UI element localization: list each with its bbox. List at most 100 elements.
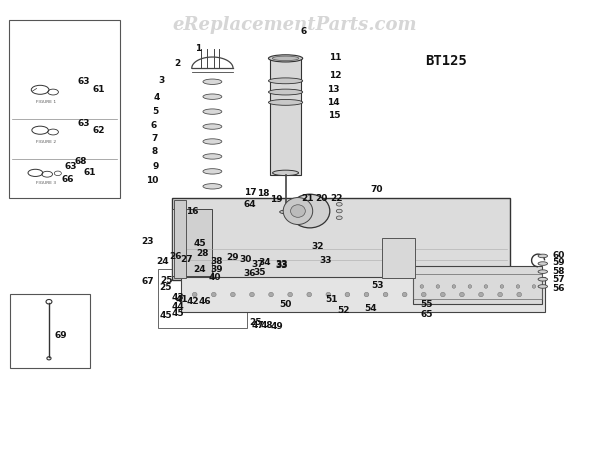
Text: 8: 8: [152, 147, 158, 156]
Ellipse shape: [203, 169, 222, 174]
Ellipse shape: [364, 292, 369, 297]
Text: 52: 52: [337, 306, 349, 315]
Text: 59: 59: [552, 258, 565, 267]
Text: 27: 27: [180, 255, 192, 264]
Text: 2: 2: [174, 59, 181, 68]
Text: 25: 25: [159, 283, 172, 292]
Text: 53: 53: [372, 281, 384, 290]
Text: 66: 66: [61, 175, 74, 184]
Text: 16: 16: [186, 207, 198, 216]
Text: 33: 33: [275, 260, 287, 269]
Text: BT125: BT125: [425, 54, 467, 68]
Ellipse shape: [420, 285, 424, 288]
Text: 34: 34: [258, 258, 271, 267]
Ellipse shape: [273, 56, 299, 61]
Text: 51: 51: [326, 295, 338, 304]
Ellipse shape: [211, 292, 216, 297]
Text: 54: 54: [365, 304, 377, 313]
Text: 42: 42: [186, 297, 199, 306]
FancyBboxPatch shape: [158, 269, 247, 328]
Bar: [413, 266, 542, 304]
Ellipse shape: [500, 285, 504, 288]
Text: 21: 21: [301, 194, 313, 203]
Ellipse shape: [336, 209, 342, 213]
Ellipse shape: [268, 55, 303, 62]
Ellipse shape: [538, 270, 548, 273]
Ellipse shape: [336, 216, 342, 220]
Text: 1: 1: [195, 44, 201, 53]
Text: 10: 10: [146, 176, 159, 185]
Text: 6: 6: [301, 27, 307, 36]
Text: 40: 40: [209, 273, 221, 282]
Bar: [174, 200, 186, 278]
Text: eReplacementParts.com: eReplacementParts.com: [173, 16, 417, 34]
Ellipse shape: [538, 285, 548, 288]
Text: 49: 49: [270, 322, 283, 331]
Text: 30: 30: [240, 255, 252, 264]
Ellipse shape: [538, 262, 548, 265]
Ellipse shape: [203, 139, 222, 144]
Text: 39: 39: [210, 265, 222, 274]
Ellipse shape: [538, 254, 548, 258]
FancyBboxPatch shape: [181, 277, 545, 312]
Ellipse shape: [268, 100, 303, 106]
Bar: [172, 209, 212, 276]
Text: 12: 12: [329, 71, 342, 80]
Text: 63: 63: [77, 77, 90, 86]
Text: 69: 69: [54, 331, 67, 340]
Text: 13: 13: [327, 85, 340, 94]
Text: 41: 41: [176, 295, 188, 304]
Ellipse shape: [273, 170, 299, 176]
Ellipse shape: [441, 292, 445, 297]
Ellipse shape: [452, 285, 455, 288]
Text: 56: 56: [552, 284, 565, 293]
Ellipse shape: [538, 277, 548, 281]
Ellipse shape: [336, 202, 342, 206]
Text: 63: 63: [65, 162, 77, 171]
Ellipse shape: [436, 285, 440, 288]
Ellipse shape: [203, 109, 222, 114]
Ellipse shape: [203, 94, 222, 99]
Text: 7: 7: [152, 134, 158, 143]
Text: 48: 48: [260, 321, 273, 330]
Ellipse shape: [421, 292, 426, 297]
Text: 47: 47: [251, 321, 264, 330]
Ellipse shape: [460, 292, 464, 297]
Ellipse shape: [203, 124, 222, 129]
Text: 5: 5: [152, 107, 159, 116]
Text: 36: 36: [243, 269, 255, 278]
Text: 45: 45: [171, 309, 183, 318]
Ellipse shape: [498, 292, 503, 297]
Bar: [270, 58, 301, 175]
Text: 33: 33: [320, 256, 332, 265]
Ellipse shape: [268, 78, 303, 84]
Text: 4: 4: [153, 93, 160, 102]
Text: 37: 37: [251, 260, 264, 269]
Ellipse shape: [307, 292, 312, 297]
Text: 25: 25: [250, 318, 262, 327]
Text: 62: 62: [92, 126, 104, 135]
Text: FIGURE 1.2.1: FIGURE 1.2.1: [189, 272, 215, 276]
Text: 25: 25: [160, 276, 173, 285]
Ellipse shape: [192, 292, 197, 297]
Ellipse shape: [384, 292, 388, 297]
Text: 19: 19: [270, 195, 283, 204]
Text: 61: 61: [92, 85, 104, 94]
Ellipse shape: [290, 194, 330, 228]
Text: 22: 22: [330, 194, 343, 203]
Text: 55: 55: [421, 300, 433, 309]
Text: 23: 23: [142, 237, 154, 246]
Text: 15: 15: [328, 111, 340, 120]
Text: 63: 63: [77, 119, 90, 128]
Text: 28: 28: [196, 249, 209, 258]
Ellipse shape: [516, 285, 520, 288]
FancyBboxPatch shape: [9, 20, 120, 198]
Ellipse shape: [250, 292, 254, 297]
Text: 26: 26: [169, 252, 182, 261]
Ellipse shape: [280, 210, 291, 214]
Text: 70: 70: [371, 185, 383, 194]
Text: 38: 38: [210, 257, 222, 266]
FancyBboxPatch shape: [10, 294, 90, 368]
Text: FIGURE 3: FIGURE 3: [36, 181, 56, 185]
Text: 33: 33: [275, 261, 287, 270]
